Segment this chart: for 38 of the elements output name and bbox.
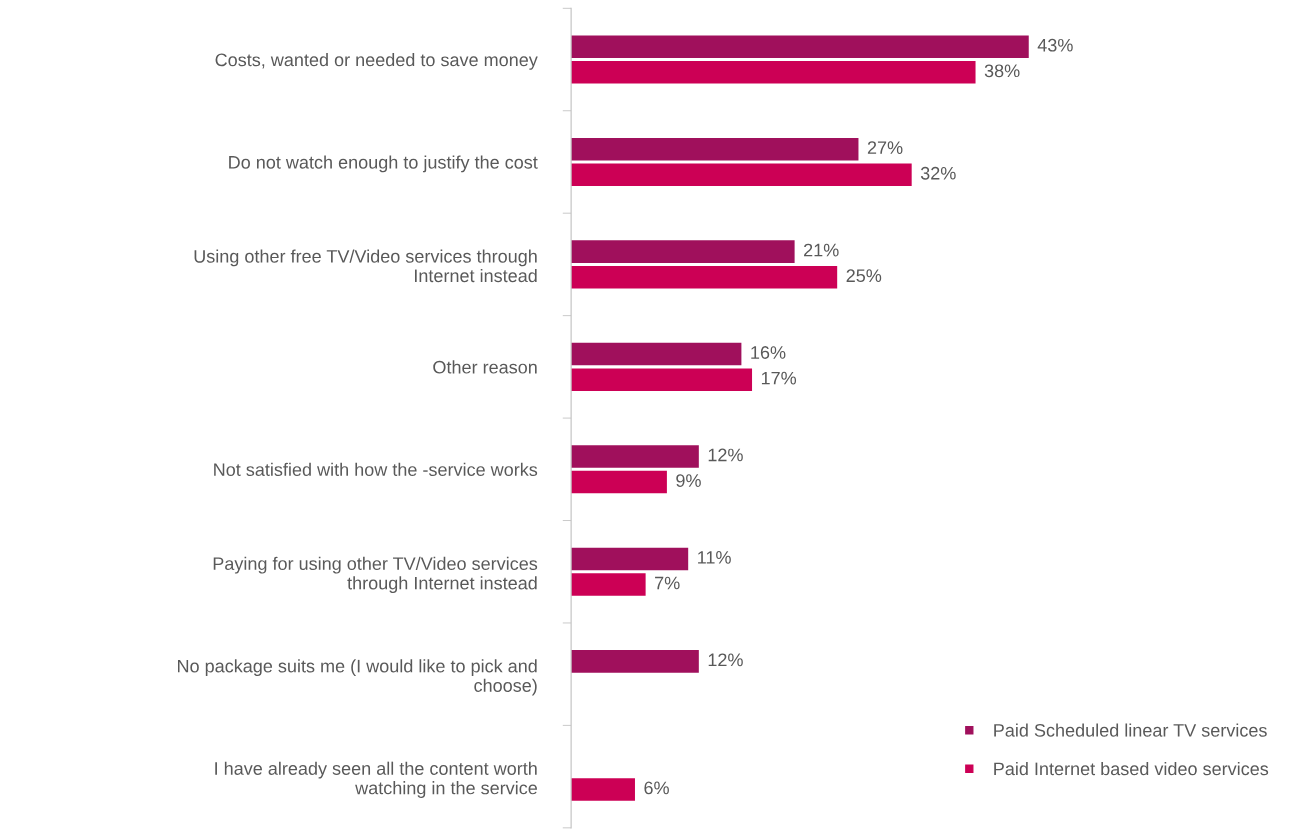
data-label: 9% (676, 474, 701, 487)
data-label: 38% (984, 64, 1020, 78)
bar (571, 240, 795, 263)
bar (571, 137, 859, 161)
bar (571, 163, 912, 187)
data-label: 21% (804, 243, 839, 257)
y-tick-label: Do not watch enough to justify the cost (229, 155, 538, 173)
bar (571, 650, 699, 673)
y-tick-label: No package suits me (I would like to pick and choose) (178, 659, 537, 696)
bar (571, 547, 689, 571)
bar (571, 265, 838, 289)
y-tick-label: Paying for using other TV/Video services through Internet instead (213, 556, 538, 594)
bar (571, 470, 667, 494)
data-label: 27% (867, 141, 903, 154)
data-label: 16% (751, 346, 786, 359)
bar (571, 61, 976, 84)
y-tick-label: I have already seen all the content worth watching in the service (215, 761, 537, 798)
data-label: 25% (846, 269, 882, 283)
data-label: 43% (1037, 38, 1073, 52)
data-label: 12% (708, 653, 743, 667)
bar (571, 445, 699, 468)
bar (571, 778, 635, 801)
legend-label: Paid Internet based video services (994, 761, 1269, 776)
legend-label: Paid Scheduled linear TV services (994, 723, 1267, 737)
y-tick-label: Costs, wanted or needed to save money (215, 53, 538, 70)
bar (571, 368, 753, 391)
y-tick-label: Using other free TV/Video services through Internet instead (194, 249, 537, 283)
data-label: 17% (761, 371, 797, 385)
data-label: 7% (655, 576, 680, 590)
data-label: 6% (644, 781, 669, 795)
bar (571, 573, 646, 596)
data-label: 12% (708, 448, 743, 462)
bar (571, 35, 1029, 58)
bar (571, 342, 742, 366)
y-tick-label: Not satisfied with how the -service works (214, 462, 538, 477)
data-label: 11% (698, 551, 731, 564)
y-tick-label: Other reason (433, 360, 537, 374)
data-label: 32% (920, 166, 956, 180)
